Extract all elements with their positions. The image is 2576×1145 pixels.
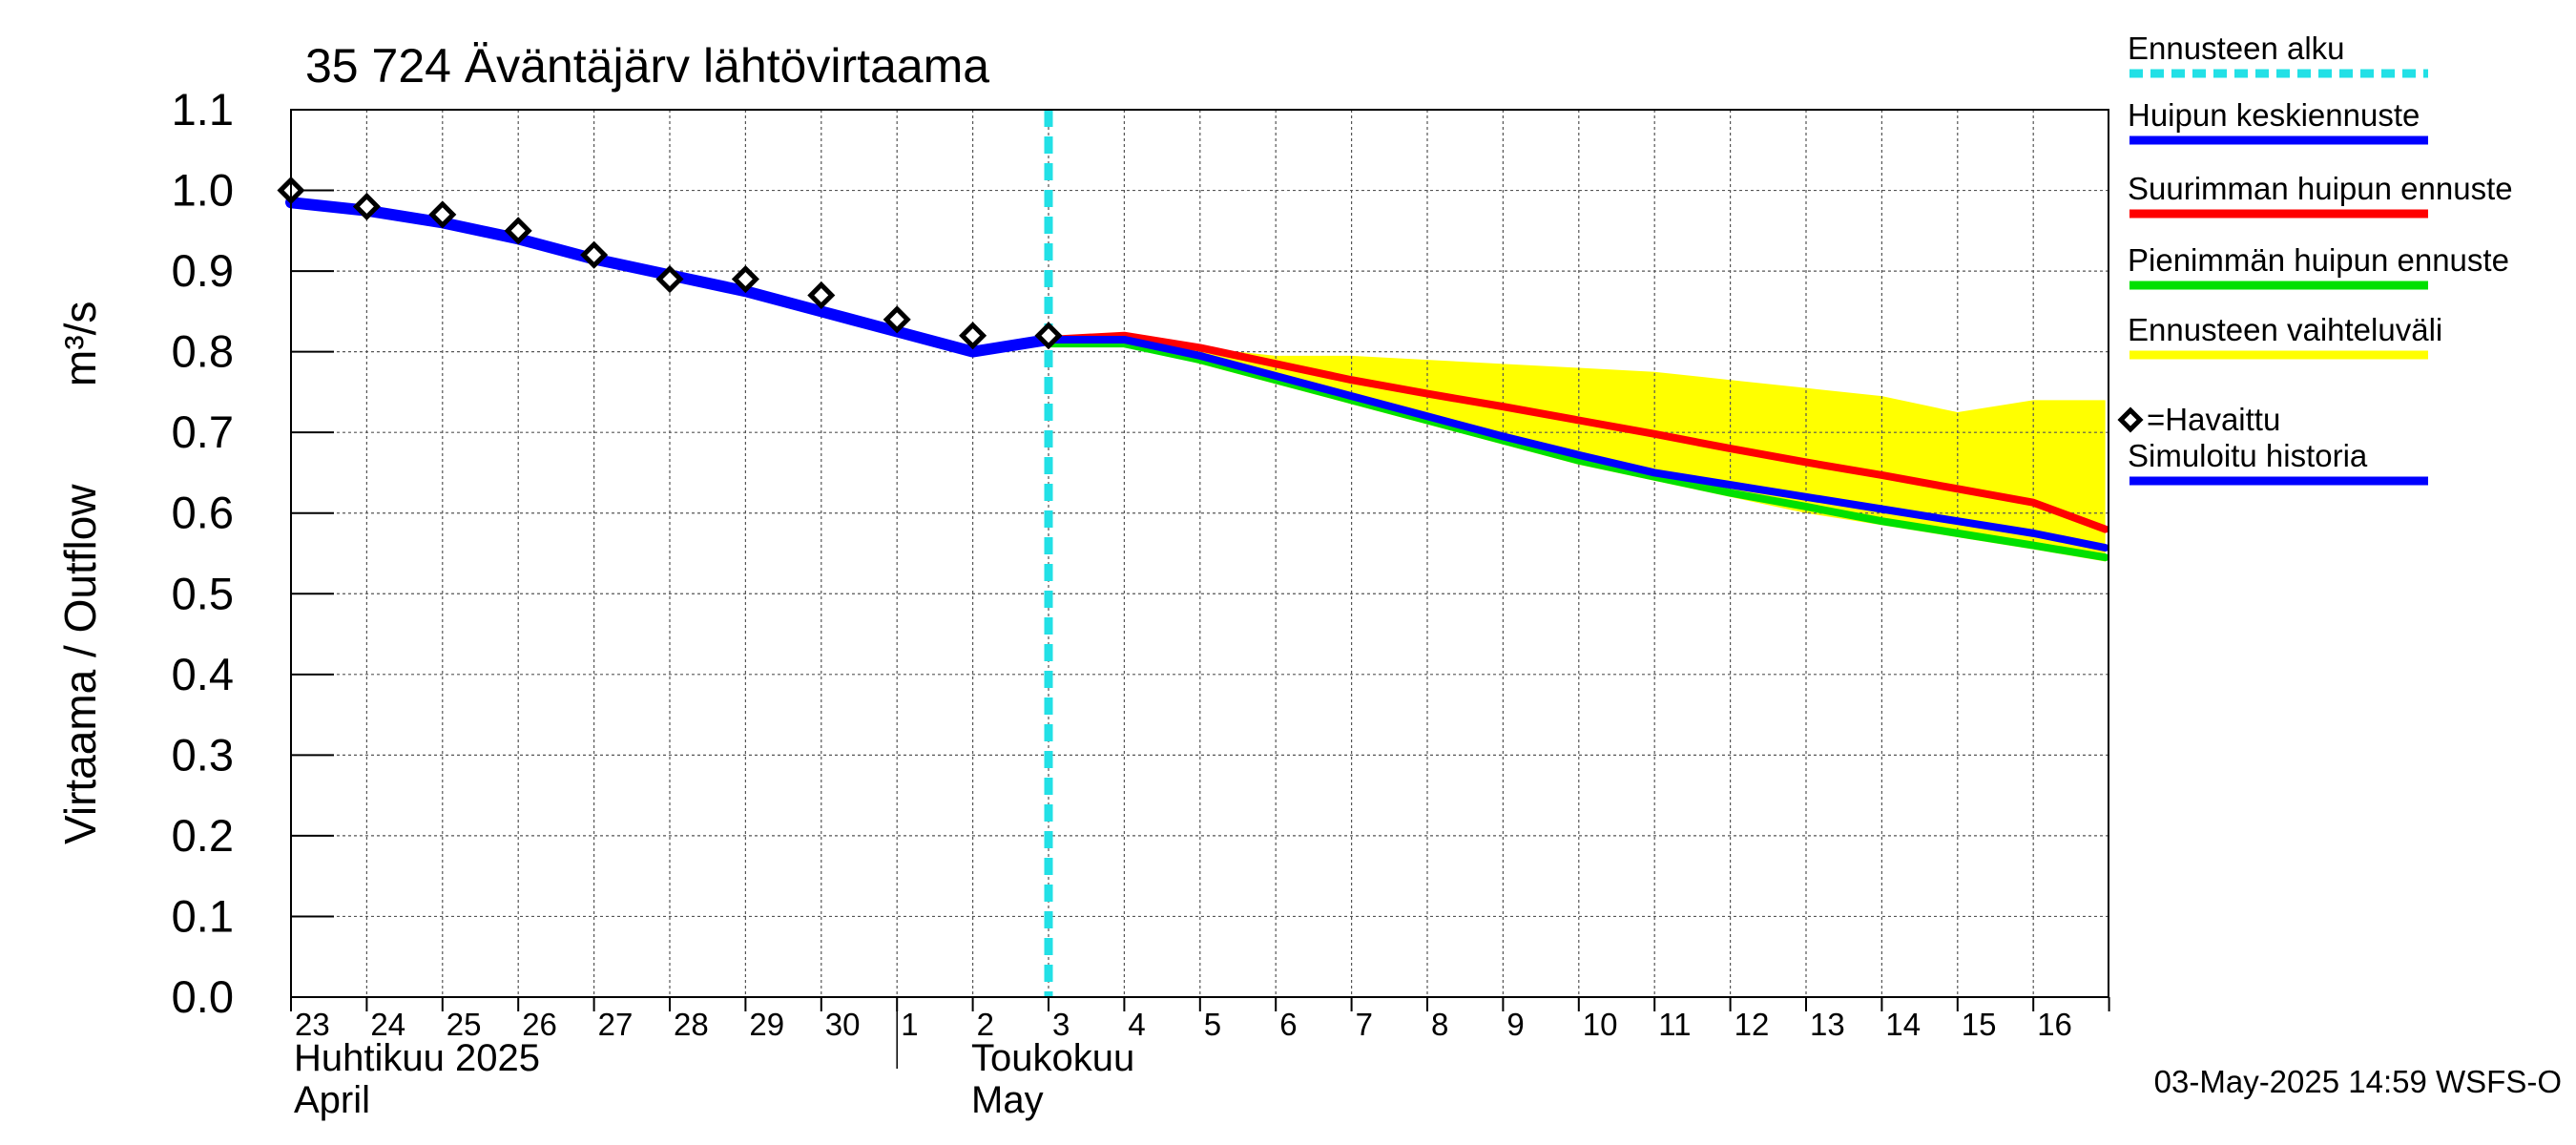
y-tick-label: 0.1 [172, 890, 234, 941]
y-axis-label-text: Virtaama / Outflow [55, 484, 105, 844]
series-line-max [1045, 331, 2109, 533]
x-tick-label: 13 [1810, 1007, 1845, 1042]
legend-label-forecast_start: Ennusteen alku [2128, 31, 2345, 66]
x-tick-label: 11 [1658, 1007, 1691, 1042]
y-tick-label: 0.4 [172, 649, 234, 699]
x-tick-label: 5 [1204, 1007, 1221, 1042]
observed-marker [807, 281, 836, 309]
month-label-may-fi: Toukokuu [971, 1037, 1134, 1079]
x-tick-label: 7 [1356, 1007, 1373, 1042]
observed-marker [580, 240, 609, 269]
series-line-mean [1045, 335, 2109, 552]
plot-frame [290, 109, 2109, 998]
legend-label-mean: Huipun keskiennuste [2128, 97, 2420, 133]
month-label-april-en: April [294, 1079, 370, 1121]
chart-title: 35 724 Äväntäjärv lähtövirtaama [305, 39, 989, 93]
forecast-range-band [1049, 335, 2106, 562]
grid [291, 109, 2109, 997]
x-tick-label: 3 [1052, 1007, 1070, 1042]
series-line-min [1045, 340, 2109, 562]
y-axis-label: Virtaama / Outflow m³/s [55, 302, 105, 844]
observed-markers [277, 177, 1063, 350]
legend-label-max: Suurimman huipun ennuste [2128, 171, 2513, 206]
x-tick-label: 28 [674, 1007, 709, 1042]
x-tick-label: 26 [522, 1007, 557, 1042]
y-tick-label: 0.2 [172, 810, 234, 861]
y-tick-label: 0.9 [172, 245, 234, 296]
y-tick-label: 0.0 [172, 971, 234, 1022]
observed-marker [428, 200, 457, 229]
series-layer [285, 197, 2109, 562]
y-tick-label: 0.6 [172, 488, 234, 538]
observed-marker [352, 192, 381, 220]
x-tick-label: 1 [901, 1007, 918, 1042]
legend-label-history: Simuloitu historia [2128, 438, 2368, 473]
month-label-may-en: May [971, 1079, 1044, 1121]
legend-marker-observed [2117, 406, 2144, 433]
observed-marker [655, 265, 684, 294]
legend: Ennusteen alku Huipun keskiennuste Suurimm… [2117, 31, 2513, 486]
observed-marker [1034, 322, 1063, 350]
observed-marker [959, 322, 987, 350]
y-tick-label: 0.8 [172, 326, 234, 377]
x-tick-label: 14 [1885, 1007, 1921, 1042]
x-tick-label: 6 [1279, 1007, 1297, 1042]
y-tick-label: 0.3 [172, 729, 234, 780]
month-labels: Huhtikuu 2025 April Toukokuu May [294, 1037, 1134, 1121]
observed-marker [731, 265, 759, 294]
y-tick-label: 1.1 [172, 84, 234, 135]
x-tick-label: 4 [1128, 1007, 1145, 1042]
x-tick-label: 27 [598, 1007, 634, 1042]
x-tick-label: 8 [1431, 1007, 1448, 1042]
month-label-april-fi: Huhtikuu 2025 [294, 1037, 540, 1079]
x-tick-label: 23 [295, 1007, 330, 1042]
legend-label-range: Ennusteen vaihteluväli [2128, 312, 2442, 347]
x-tick-label: 16 [2037, 1007, 2072, 1042]
x-axis-ticks: 23 24 25 26 27 28 29 30 1 2 3 4 5 6 7 8 9 10 11 12 13 14 15 16 [290, 997, 2110, 1069]
x-tick-label: 9 [1506, 1007, 1524, 1042]
y-axis-unit: m³/s [55, 302, 105, 386]
observed-marker [504, 217, 532, 245]
y-tick-label: 0.5 [172, 568, 234, 618]
x-tick-label: 24 [370, 1007, 405, 1042]
x-tick-label: 30 [825, 1007, 861, 1042]
x-tick-label: 29 [749, 1007, 784, 1042]
legend-label-observed: =Havaittu [2147, 402, 2280, 437]
observed-marker [883, 305, 911, 334]
y-tick-label: 0.7 [172, 406, 234, 457]
y-axis-ticks: 0.0 0.1 0.2 0.3 0.4 0.5 0.6 0.7 0.8 0.9 1.0 1.1 [172, 84, 334, 1022]
x-tick-label: 12 [1735, 1007, 1770, 1042]
legend-label-min: Pienimmän huipun ennuste [2128, 242, 2509, 278]
forecast-range-layer [1049, 335, 2106, 562]
x-tick-label: 15 [1962, 1007, 1997, 1042]
x-tick-label: 25 [447, 1007, 482, 1042]
x-tick-label: 10 [1583, 1007, 1618, 1042]
footer-timestamp: 03-May-2025 14:59 WSFS-O [2154, 1064, 2562, 1099]
x-tick-label: 2 [977, 1007, 994, 1042]
y-tick-label: 1.0 [172, 165, 234, 216]
